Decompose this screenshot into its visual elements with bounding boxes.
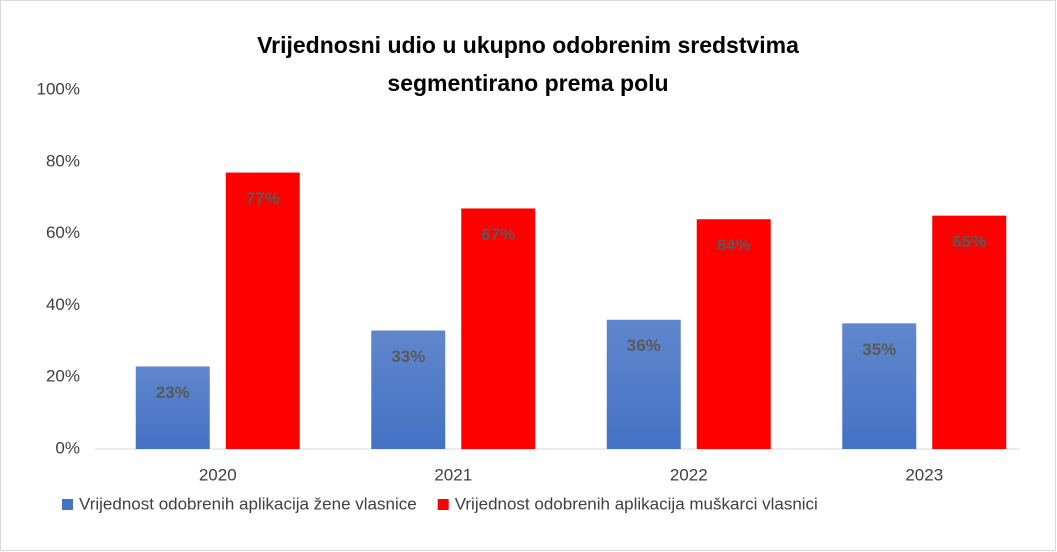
bar — [225, 172, 300, 449]
value-label: 65% — [952, 232, 986, 251]
legend-swatch — [62, 499, 73, 510]
legend-label: Vrijednost odobrenih aplikacija žene vla… — [79, 494, 417, 513]
bar — [932, 215, 1007, 449]
value-label: 23% — [156, 383, 190, 402]
value-label: 64% — [717, 236, 751, 255]
y-tick-label: 80% — [46, 151, 80, 170]
chart-title: Vrijednosni udio u ukupno odobrenim sred… — [257, 32, 799, 58]
legend-swatch — [437, 499, 449, 510]
bar — [461, 208, 536, 449]
bar — [371, 330, 446, 449]
value-label: 33% — [391, 347, 425, 366]
x-tick-label: 2023 — [905, 465, 943, 484]
y-tick-label: 60% — [46, 223, 80, 242]
legend-label: Vrijednost odobrenih aplikacija muškarci… — [455, 494, 818, 513]
value-label: 77% — [246, 189, 280, 208]
x-tick-label: 2020 — [199, 465, 237, 484]
value-label: 67% — [481, 225, 515, 244]
bar — [696, 219, 771, 449]
bar — [842, 323, 917, 449]
chart-title: segmentirano prema polu — [387, 70, 668, 96]
y-tick-label: 100% — [37, 79, 80, 98]
y-tick-label: 0% — [55, 438, 80, 457]
value-label: 36% — [627, 336, 661, 355]
bar — [606, 319, 681, 449]
y-tick-label: 40% — [46, 295, 80, 314]
x-tick-label: 2021 — [434, 465, 472, 484]
value-label: 35% — [862, 340, 896, 359]
bar — [135, 366, 210, 449]
x-tick-label: 2022 — [670, 465, 708, 484]
y-tick-label: 20% — [46, 367, 80, 386]
